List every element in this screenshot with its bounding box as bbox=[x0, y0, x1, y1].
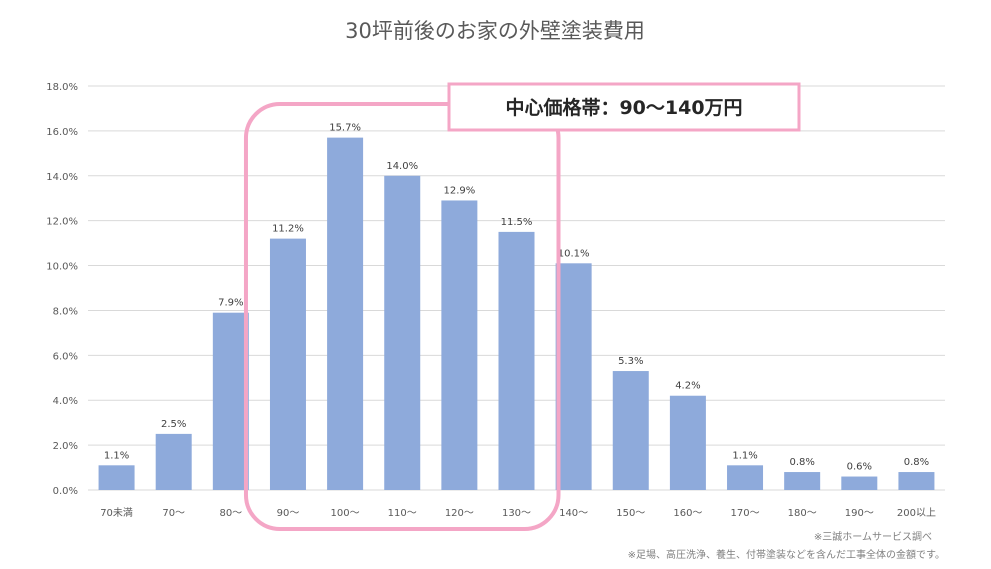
bar bbox=[498, 231, 535, 490]
y-tick-label: 4.0% bbox=[53, 396, 78, 407]
data-label: 4.2% bbox=[675, 381, 700, 392]
bar bbox=[269, 238, 306, 490]
x-tick-label: 140〜 bbox=[559, 508, 588, 519]
highlight-callout: 中心価格帯：90〜140万円 bbox=[447, 82, 801, 132]
source-note: ※三誠ホームサービス調べ bbox=[814, 530, 932, 543]
data-label: 1.1% bbox=[104, 450, 129, 461]
bar bbox=[898, 472, 935, 490]
bar bbox=[98, 465, 135, 490]
x-tick-label: 110〜 bbox=[388, 508, 417, 519]
bars bbox=[98, 137, 935, 490]
bar bbox=[384, 175, 421, 490]
data-label: 0.6% bbox=[847, 462, 872, 473]
y-tick-label: 12.0% bbox=[46, 217, 78, 228]
data-label: 10.1% bbox=[558, 248, 590, 259]
x-tick-label: 70未満 bbox=[100, 507, 133, 519]
y-tick-label: 2.0% bbox=[53, 441, 78, 452]
data-label: 5.3% bbox=[618, 356, 643, 367]
highlight-range-box bbox=[243, 102, 561, 531]
y-tick-label: 10.0% bbox=[46, 262, 78, 273]
y-tick-label: 14.0% bbox=[46, 172, 78, 183]
y-tick-label: 18.0% bbox=[46, 82, 78, 93]
bar bbox=[841, 476, 878, 490]
data-label: 15.7% bbox=[329, 123, 361, 134]
data-label: 7.9% bbox=[218, 298, 243, 309]
bar bbox=[784, 472, 821, 490]
x-tick-label: 90〜 bbox=[277, 508, 300, 519]
data-label: 2.5% bbox=[161, 419, 186, 430]
y-tick-label: 8.0% bbox=[53, 306, 78, 317]
bar bbox=[669, 395, 706, 490]
x-tick-label: 130〜 bbox=[502, 508, 531, 519]
bar bbox=[441, 200, 478, 490]
y-tick-label: 6.0% bbox=[53, 351, 78, 362]
data-label: 14.0% bbox=[386, 161, 418, 172]
x-axis-ticks: 70未満 70〜 80〜 90〜 100〜 110〜 120〜 130〜 140〜 150〜 160… bbox=[100, 507, 936, 519]
callout-label: 中心価格帯：90〜140万円 bbox=[505, 96, 742, 119]
data-label: 0.8% bbox=[789, 457, 814, 468]
x-tick-label: 150〜 bbox=[616, 508, 645, 519]
scope-note: ※足場、高圧洗浄、養生、付帯塗装などを含んだ工事全体の金額です。 bbox=[628, 548, 945, 561]
y-axis-ticks: 0.0% 2.0% 4.0% 6.0% 8.0% 10.0% 12.0% 14.0% 16.0%… bbox=[46, 82, 78, 497]
chart-title: 30坪前後のお家の外壁塗装費用 bbox=[345, 19, 645, 43]
x-tick-label: 160〜 bbox=[673, 508, 702, 519]
data-label: 0.8% bbox=[904, 457, 929, 468]
x-tick-label: 70〜 bbox=[162, 508, 185, 519]
bar bbox=[327, 137, 364, 490]
data-label: 11.5% bbox=[501, 217, 533, 228]
bar bbox=[555, 263, 592, 490]
x-tick-label: 170〜 bbox=[730, 508, 759, 519]
data-label: 11.2% bbox=[272, 224, 304, 235]
y-tick-label: 0.0% bbox=[53, 486, 78, 497]
data-labels: 1.1% 2.5% 7.9% 11.2% 15.7% 14.0% 12.9% 11.5% 10.… bbox=[104, 123, 929, 473]
data-label: 12.9% bbox=[443, 185, 475, 196]
callout-box bbox=[447, 82, 801, 132]
x-tick-label: 100〜 bbox=[331, 508, 360, 519]
x-tick-label: 120〜 bbox=[445, 508, 474, 519]
x-tick-label: 80〜 bbox=[219, 508, 242, 519]
y-tick-label: 16.0% bbox=[46, 127, 78, 138]
bar bbox=[612, 371, 649, 490]
x-tick-label: 190〜 bbox=[845, 508, 874, 519]
bar bbox=[212, 312, 249, 490]
data-label: 1.1% bbox=[732, 450, 757, 461]
bar bbox=[727, 465, 764, 490]
bar bbox=[155, 433, 192, 490]
x-tick-label: 200以上 bbox=[897, 507, 936, 519]
x-tick-label: 180〜 bbox=[788, 508, 817, 519]
